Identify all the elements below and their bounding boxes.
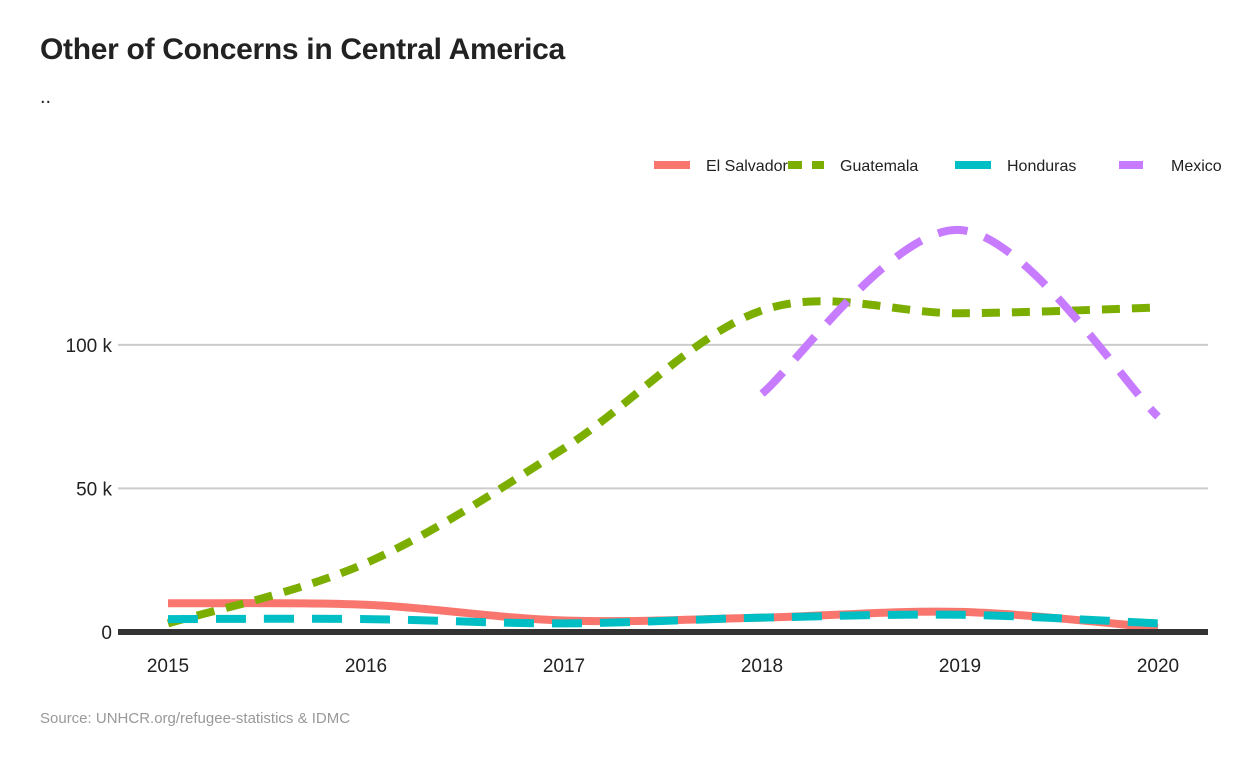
series-line-honduras — [167, 610, 1159, 628]
legend-label-guatemala: Guatemala — [840, 158, 918, 175]
source-note: Source: UNHCR.org/refugee-statistics & I… — [40, 710, 351, 727]
axes: 0 50 k 100 k 2015 2016 2017 2018 2019 2020 — [66, 336, 1208, 677]
legend: El Salvador Guatemala Honduras Mexico — [654, 158, 1222, 175]
x-tick-label: 2017 — [543, 656, 585, 677]
y-tick-label: 100 k — [66, 336, 113, 357]
y-tick-label: 50 k — [76, 479, 112, 500]
series-line-mexico — [759, 225, 1161, 420]
x-tick-label: 2018 — [741, 656, 783, 677]
series-lines — [166, 225, 1161, 632]
chart-subtitle: .. — [40, 86, 52, 108]
series-line-guatemala — [166, 297, 1159, 628]
legend-label-el-salvador: El Salvador — [706, 158, 788, 175]
gridlines — [118, 343, 1208, 490]
legend-label-honduras: Honduras — [1007, 158, 1076, 175]
x-tick-label: 2015 — [147, 656, 189, 677]
legend-label-mexico: Mexico — [1171, 158, 1222, 175]
x-tick-label: 2019 — [939, 656, 981, 677]
x-tick-label: 2020 — [1137, 656, 1179, 677]
y-tick-label: 0 — [101, 623, 112, 644]
chart-title: Other of Concerns in Central America — [40, 33, 565, 66]
x-tick-label: 2016 — [345, 656, 387, 677]
